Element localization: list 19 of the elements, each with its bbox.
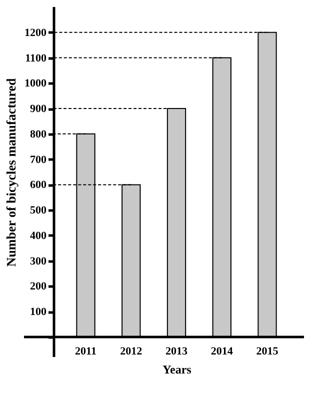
y-tick-label: 1000 xyxy=(24,78,47,90)
y-tick-label: 500 xyxy=(30,204,47,217)
x-tick-label: 2012 xyxy=(120,346,143,358)
y-tick-label: 100 xyxy=(30,306,47,318)
y-tick-label: 1200 xyxy=(24,26,47,39)
y-axis-title: Number of bicycles manufactured xyxy=(4,78,18,267)
y-tick-label: 1100 xyxy=(25,52,47,64)
y-tick-label: 900 xyxy=(30,103,47,116)
y-tick-label: 200 xyxy=(30,280,47,293)
y-tick-label: 300 xyxy=(30,255,47,268)
x-tick-label: 2011 xyxy=(75,346,96,358)
y-tick-label: 800 xyxy=(30,128,47,140)
x-tick-label: 2013 xyxy=(166,346,188,358)
x-tick-label: 2014 xyxy=(210,346,234,358)
y-tick-label: 600 xyxy=(30,179,47,192)
y-tick-label: 700 xyxy=(30,154,47,166)
x-axis-title: Years xyxy=(162,362,192,376)
y-tick-label: 400 xyxy=(30,230,47,242)
x-tick-label: 2015 xyxy=(256,346,279,358)
